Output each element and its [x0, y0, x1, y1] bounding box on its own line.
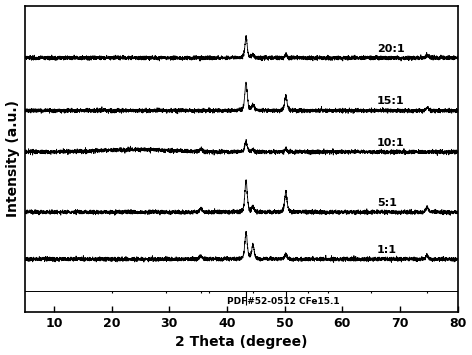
Y-axis label: Intensity (a.u.): Intensity (a.u.)	[6, 100, 19, 217]
Text: PDF#52-0512 CFe15.1: PDF#52-0512 CFe15.1	[227, 297, 340, 306]
Text: 10:1: 10:1	[377, 138, 405, 148]
Text: 1:1: 1:1	[377, 245, 397, 255]
Text: 20:1: 20:1	[377, 44, 405, 54]
Text: 15:1: 15:1	[377, 96, 405, 106]
Text: 5:1: 5:1	[377, 198, 397, 208]
X-axis label: 2 Theta (degree): 2 Theta (degree)	[175, 335, 308, 349]
